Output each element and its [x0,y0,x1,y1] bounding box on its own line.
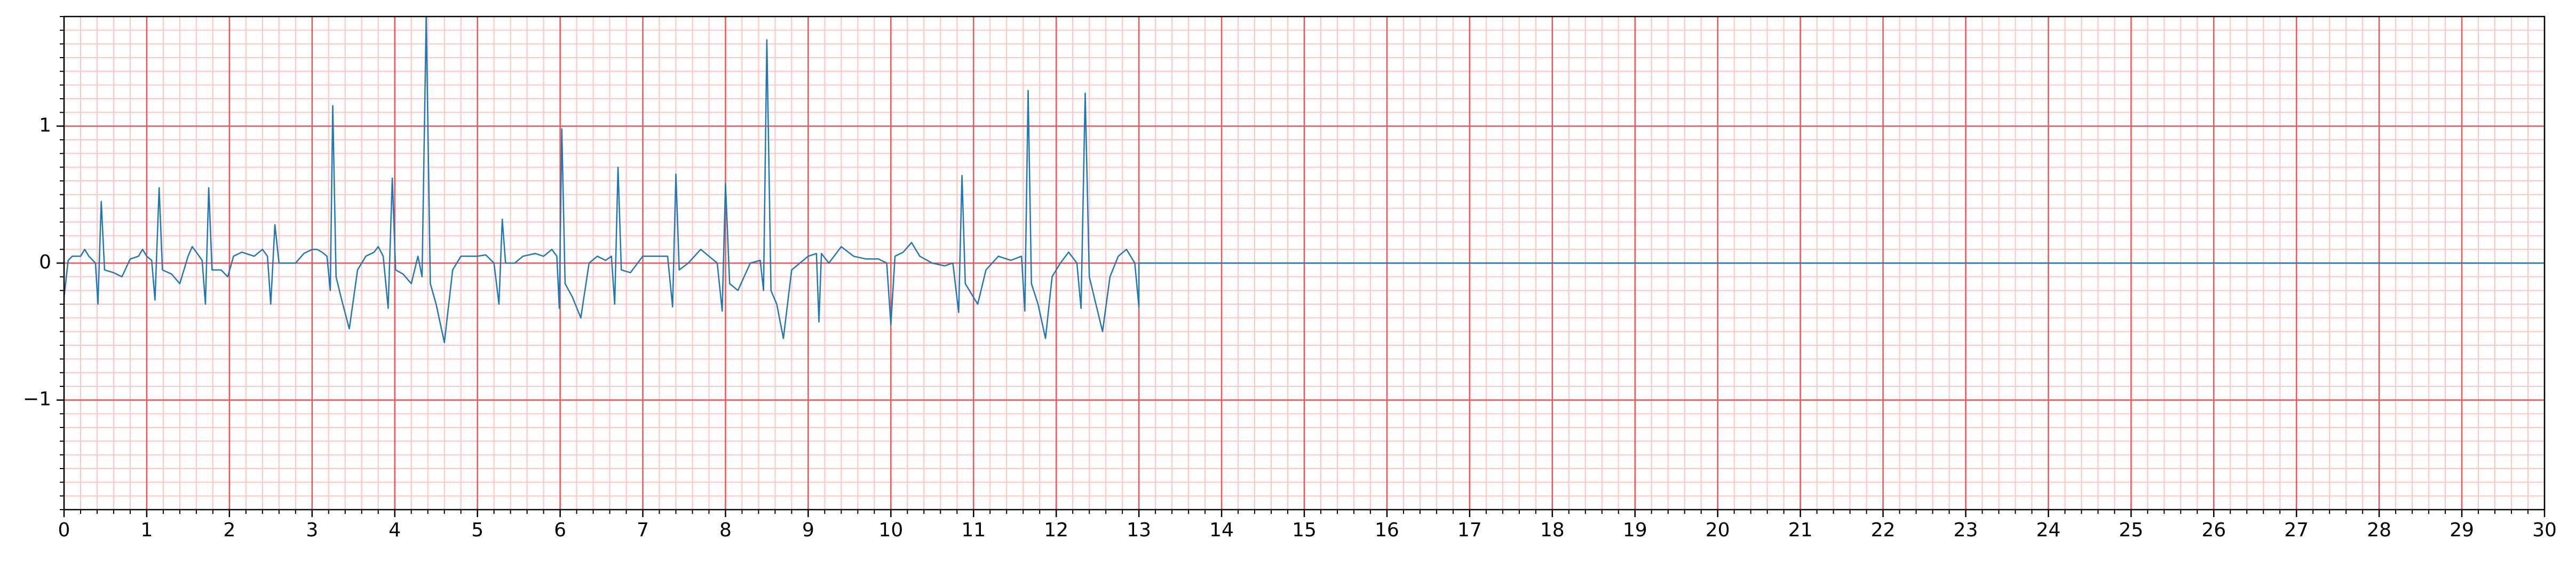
x-tick-label: 4 [389,519,401,541]
x-tick-label: 18 [1540,519,1565,541]
signal-line [63,15,2545,344]
x-tick-label: 28 [2367,519,2391,541]
x-tick-label: 19 [1623,519,1647,541]
x-tick-label: 20 [1706,519,1730,541]
x-tick-label: 10 [878,519,903,541]
x-tick-label: 30 [2532,519,2557,541]
x-tick-label: 26 [2201,519,2226,541]
x-tick-label: 13 [1127,519,1151,541]
x-tick-label: 12 [1044,519,1068,541]
plot-frame [63,15,2546,511]
x-tick-label: 27 [2284,519,2309,541]
x-tick-label: 5 [471,519,484,541]
x-tick-label: 23 [1954,519,1978,541]
y-tick-label: −1 [23,388,51,410]
x-tick-label: 3 [306,519,318,541]
x-tick-label: 21 [1788,519,1813,541]
x-tick-label: 24 [2036,519,2060,541]
x-tick-label: 22 [1871,519,1896,541]
x-tick-label: 9 [802,519,814,541]
x-tick-label: 2 [223,519,235,541]
y-tick-label: 1 [39,114,51,136]
x-tick-label: 15 [1292,519,1317,541]
x-tick-label: 29 [2450,519,2474,541]
x-tick-label: 25 [2119,519,2143,541]
x-tick-label: 7 [637,519,649,541]
x-tick-label: 17 [1457,519,1482,541]
x-tick-label: 8 [719,519,732,541]
x-tick-label: 16 [1375,519,1399,541]
x-tick-label: 1 [140,519,153,541]
x-tick-label: 0 [58,519,70,541]
x-tick-label: 11 [961,519,986,541]
x-tick-label: 6 [554,519,566,541]
y-tick-label: 0 [39,251,51,273]
x-tick-label: 14 [1209,519,1234,541]
